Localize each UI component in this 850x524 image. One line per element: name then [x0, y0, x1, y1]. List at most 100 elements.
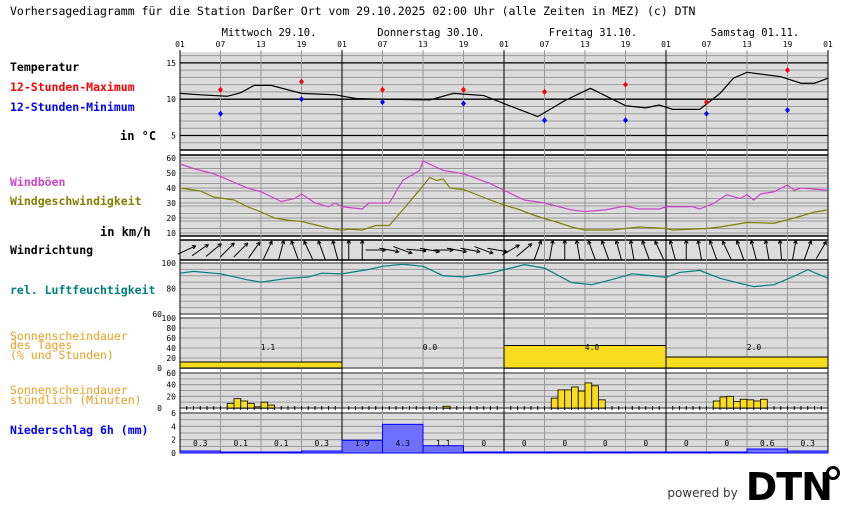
dtn-logo-text: DTN — [745, 465, 833, 509]
precip-value-label: 0.1 — [234, 439, 249, 448]
label-sun-hourly-1: Sonnenscheindauer — [10, 383, 128, 397]
label-temperature: Temperatur — [10, 60, 80, 74]
label-sun-daily-1: Sonnenscheindauer — [10, 329, 128, 343]
wind-tick-label: 10 — [166, 229, 176, 238]
day-label: Mittwoch 29.10. — [222, 27, 317, 39]
wind-direction-arrow — [516, 243, 533, 257]
max-temp-point — [218, 86, 223, 93]
sun-daily-bar — [179, 361, 343, 369]
min-temp-point — [542, 117, 547, 124]
sun-daily-tick-label: 0 — [157, 364, 162, 373]
precip-bar — [625, 451, 667, 454]
wind-direction-arrow — [641, 240, 650, 260]
wind-direction-arrow — [501, 244, 520, 256]
sun-daily-value-label: 0.0 — [423, 343, 438, 352]
sun-hourly-bar — [726, 395, 734, 409]
sun-daily-tick-label: 60 — [166, 334, 176, 343]
sun-hourly-bar — [253, 406, 262, 409]
wind-direction-arrow — [763, 239, 770, 260]
wind-direction-arrow — [331, 240, 339, 260]
wind-direction-arrow — [628, 239, 635, 260]
dtn-logo: DTN — [745, 465, 840, 509]
precip-value-label: 4.3 — [396, 439, 411, 448]
sun-hourly-bar — [550, 397, 559, 409]
precip-value-label: 0.3 — [315, 439, 330, 448]
label-humidity: rel. Luftfeuchtigkeit — [10, 283, 156, 297]
temperature-line — [179, 71, 829, 118]
min-temp-point — [785, 107, 790, 114]
sun-hourly-bar — [733, 401, 741, 409]
hour-tick-label: 01 — [499, 40, 509, 49]
precip-bar — [503, 451, 545, 454]
max-temp-point — [299, 78, 304, 85]
wind-direction-arrow — [533, 240, 543, 260]
sun-daily-value-label: 1.1 — [261, 343, 276, 352]
precip-value-label: 0 — [481, 439, 486, 448]
wind-direction-arrow — [600, 240, 610, 260]
wind-tick-label: 20 — [166, 214, 176, 223]
max-temp-point — [380, 86, 385, 93]
min-temp-point — [380, 99, 385, 106]
wind-direction-arrow — [290, 240, 299, 260]
gusts-line — [179, 160, 829, 213]
wind-direction-arrow — [191, 243, 209, 257]
min-temp-point — [623, 117, 628, 124]
label-max: 12-Stunden-Maximum — [10, 80, 135, 94]
wind-direction-arrow — [205, 243, 222, 257]
hour-tick-label: 07 — [216, 40, 226, 49]
label-sun-hourly-2: stündlich (Minuten) — [10, 393, 142, 407]
wind-direction-arrow — [177, 245, 197, 255]
label-sun-daily-3: (% und Stunden) — [10, 348, 114, 362]
hour-tick-label: 13 — [742, 40, 752, 49]
powered-by-text: powered by — [667, 486, 738, 500]
sun-daily-tick-label: 80 — [166, 324, 176, 333]
hour-tick-label: 13 — [256, 40, 266, 49]
sun-hourly-tick-label: 20 — [166, 392, 176, 401]
precip-tick-label: 0 — [171, 449, 176, 458]
wind-direction-arrow — [446, 247, 467, 254]
wind-direction-arrow — [474, 246, 494, 255]
precip-tick-label: 2 — [171, 436, 176, 445]
sun-hourly-bar — [240, 400, 248, 409]
sun-hourly-tick-label: 40 — [166, 381, 176, 390]
precip-bar — [260, 451, 302, 454]
humidity-line — [179, 263, 829, 288]
precip-value-label: 0 — [522, 439, 527, 448]
min-temp-point — [218, 110, 223, 117]
wind-direction-arrow — [792, 239, 798, 260]
hour-tick-label: 19 — [621, 40, 631, 49]
precip-value-label: 0 — [684, 439, 689, 448]
precip-value-label: 0 — [603, 439, 608, 448]
sun-hourly-bar — [557, 389, 566, 409]
max-temp-point — [785, 67, 790, 74]
precip-value-label: 1.1 — [436, 439, 451, 448]
precip-tick-label: 6 — [171, 409, 176, 418]
hour-tick-label: 07 — [702, 40, 712, 49]
sun-hourly-bar — [247, 402, 255, 409]
precip-bar — [301, 450, 343, 454]
sun-hourly-bar — [739, 398, 748, 409]
precip-bar — [220, 451, 262, 454]
hour-tick-label: 07 — [378, 40, 388, 49]
sun-hourly-bar — [564, 389, 572, 409]
hour-tick-label: 13 — [418, 40, 428, 49]
sun-hourly-bar — [591, 385, 599, 409]
wind-direction-arrow — [721, 240, 732, 260]
label-wind-unit: in km/h — [100, 225, 151, 239]
min-temp-point — [299, 96, 304, 103]
hour-tick-label: 19 — [459, 40, 469, 49]
sun-hourly-tick-label: 60 — [166, 369, 176, 378]
hour-tick-label: 19 — [297, 40, 307, 49]
precip-bar — [422, 445, 464, 454]
wind-direction-arrow — [460, 247, 481, 254]
max-temp-point — [623, 81, 628, 88]
precip-bar — [382, 423, 424, 454]
precip-bar — [706, 451, 748, 454]
precip-bar — [746, 448, 788, 454]
hour-tick-label: 01 — [661, 40, 671, 49]
page-title: Vorhersagediagramm für die Station Darße… — [10, 4, 696, 18]
wind-speed-line — [179, 176, 829, 231]
wind-direction-arrow — [346, 239, 352, 260]
hour-tick-label: 19 — [783, 40, 793, 49]
